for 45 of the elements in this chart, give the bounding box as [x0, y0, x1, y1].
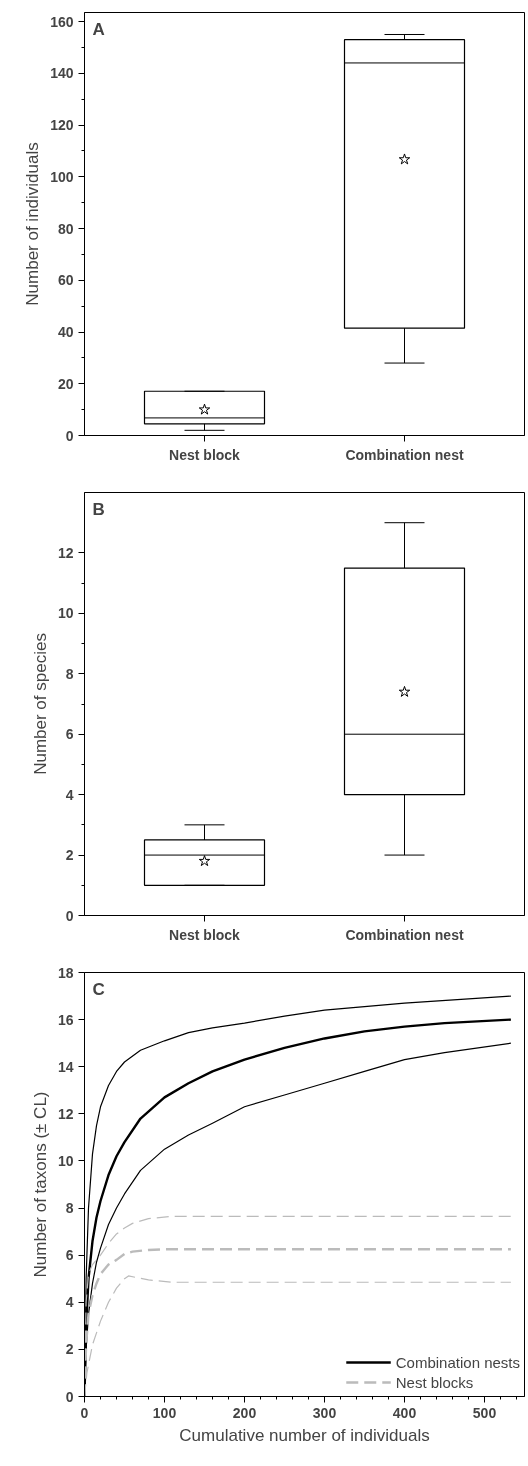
x-tick-label: 100 — [152, 1404, 177, 1421]
y-axis-title: Number of individuals — [23, 142, 43, 306]
y-tick-label: 80 — [57, 220, 74, 237]
y-tick-label: 2 — [65, 1341, 74, 1358]
y-tick-label: 12 — [57, 544, 74, 561]
y-tick-label: 6 — [65, 726, 74, 743]
x-tick-label: 300 — [312, 1404, 337, 1421]
x-tick-label: 200 — [232, 1404, 257, 1421]
y-tick-label: 2 — [65, 847, 74, 864]
x-tick-label: 0 — [80, 1404, 89, 1421]
y-axis-title: Number of taxons (± CL) — [30, 1091, 50, 1278]
x-tick-label: 400 — [392, 1404, 417, 1421]
y-tick-label: 14 — [57, 1058, 74, 1075]
chart-title: A — [92, 19, 105, 39]
x-tick-label: Combination nest — [345, 926, 464, 943]
y-tick-label: 0 — [65, 907, 74, 924]
x-tick-label: Nest block — [169, 446, 241, 463]
y-tick-label: 20 — [57, 375, 74, 392]
x-tick-label: Combination nest — [345, 446, 464, 463]
y-tick-label: 0 — [65, 427, 74, 444]
x-tick-label: Nest block — [169, 926, 241, 943]
x-axis-title: Cumulative number of individuals — [179, 1425, 430, 1445]
chart-title: B — [92, 499, 105, 519]
chart-title: C — [92, 979, 105, 999]
y-tick-label: 10 — [57, 605, 74, 622]
y-tick-label: 60 — [57, 272, 74, 289]
x-tick-label: 500 — [472, 1404, 497, 1421]
y-tick-label: 4 — [65, 786, 74, 803]
y-tick-label: 16 — [57, 1011, 74, 1028]
y-axis-title: Number of species — [30, 633, 50, 775]
y-tick-label: 8 — [65, 665, 74, 682]
y-tick-label: 100 — [50, 168, 74, 185]
y-tick-label: 140 — [50, 65, 74, 82]
y-tick-label: 120 — [50, 117, 74, 134]
y-tick-label: 0 — [65, 1388, 74, 1405]
y-tick-label: 10 — [57, 1152, 74, 1169]
y-tick-label: 40 — [57, 324, 74, 341]
y-tick-label: 12 — [57, 1105, 74, 1122]
y-tick-label: 8 — [65, 1200, 74, 1217]
y-tick-label: 18 — [57, 964, 74, 981]
y-tick-label: 6 — [65, 1247, 74, 1264]
legend-label: Combination nests — [395, 1353, 520, 1371]
y-tick-label: 4 — [65, 1294, 74, 1311]
legend-label: Nest blocks — [395, 1373, 474, 1391]
y-tick-label: 160 — [50, 13, 74, 30]
